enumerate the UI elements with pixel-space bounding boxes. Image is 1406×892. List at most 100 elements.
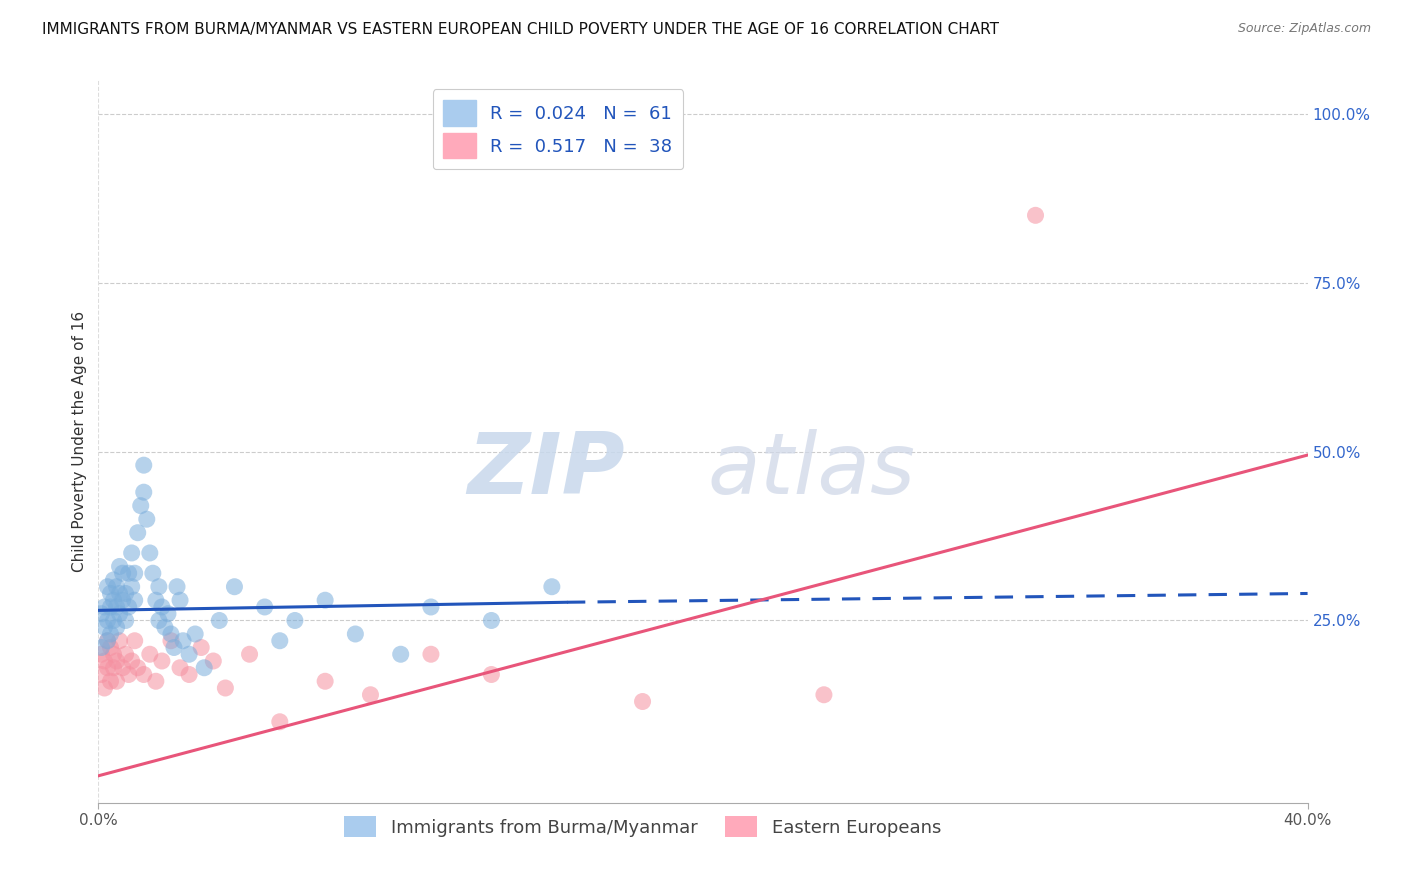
Point [224,580,246,594]
Legend: Immigrants from Burma/Myanmar, Eastern Europeans: Immigrants from Burma/Myanmar, Eastern E… [337,809,948,845]
Point [103,614,125,628]
Point [103,661,125,675]
Point [150,599,173,614]
Point [93,620,115,634]
Point [269,633,291,648]
Point [124,566,146,581]
Point [90,667,112,681]
Point [253,599,276,614]
Point [103,593,125,607]
Point [93,599,115,614]
Point [105,654,128,668]
Text: IMMIGRANTS FROM BURMA/MYANMAR VS EASTERN EUROPEAN CHILD POVERTY UNDER THE AGE OF: IMMIGRANTS FROM BURMA/MYANMAR VS EASTERN… [42,22,1000,37]
Point [108,559,131,574]
Point [100,599,122,614]
Y-axis label: Child Poverty Under the Age of 16: Child Poverty Under the Age of 16 [72,311,87,572]
Text: Source: ZipAtlas.com: Source: ZipAtlas.com [1237,22,1371,36]
Point [132,667,155,681]
Point [114,614,136,628]
Point [481,667,503,681]
Point [111,566,134,581]
Point [121,580,143,594]
Point [96,614,118,628]
Point [108,586,131,600]
Point [135,512,157,526]
Point [121,546,143,560]
Point [111,593,134,607]
Point [96,661,118,675]
Point [179,667,201,681]
Point [90,640,112,655]
Point [153,620,176,634]
Point [156,607,179,621]
Point [93,681,115,695]
Point [100,586,122,600]
Point [145,674,167,689]
Point [1024,208,1046,222]
Point [105,599,128,614]
Point [166,580,188,594]
Point [96,580,118,594]
Point [103,573,125,587]
Point [145,593,167,607]
Point [314,593,336,607]
Point [631,694,654,708]
Point [142,566,165,581]
Point [105,580,128,594]
Point [90,607,112,621]
Point [108,633,131,648]
Point [132,458,155,472]
Point [90,647,112,661]
Point [389,647,412,661]
Point [179,647,201,661]
Point [160,627,183,641]
Point [202,654,225,668]
Point [172,633,194,648]
Point [148,580,170,594]
Point [190,640,212,655]
Point [103,647,125,661]
Point [114,647,136,661]
Point [360,688,382,702]
Point [169,661,191,675]
Point [208,614,231,628]
Point [184,627,207,641]
Point [193,661,215,675]
Point [111,661,134,675]
Point [813,688,835,702]
Point [344,627,367,641]
Point [114,586,136,600]
Point [239,647,262,661]
Point [96,633,118,648]
Point [169,593,191,607]
Point [124,593,146,607]
Point [93,654,115,668]
Point [284,614,307,628]
Point [121,654,143,668]
Point [160,633,183,648]
Point [420,599,443,614]
Text: atlas: atlas [707,429,915,512]
Point [100,640,122,655]
Point [118,667,141,681]
Point [269,714,291,729]
Point [132,485,155,500]
Point [105,674,128,689]
Point [96,633,118,648]
Point [108,607,131,621]
Point [139,647,162,661]
Point [100,627,122,641]
Point [129,499,152,513]
Text: ZIP: ZIP [467,429,624,512]
Point [118,599,141,614]
Point [148,614,170,628]
Point [314,674,336,689]
Point [139,546,162,560]
Point [163,640,186,655]
Point [420,647,443,661]
Point [127,661,149,675]
Point [150,654,173,668]
Point [118,566,141,581]
Point [105,620,128,634]
Point [214,681,236,695]
